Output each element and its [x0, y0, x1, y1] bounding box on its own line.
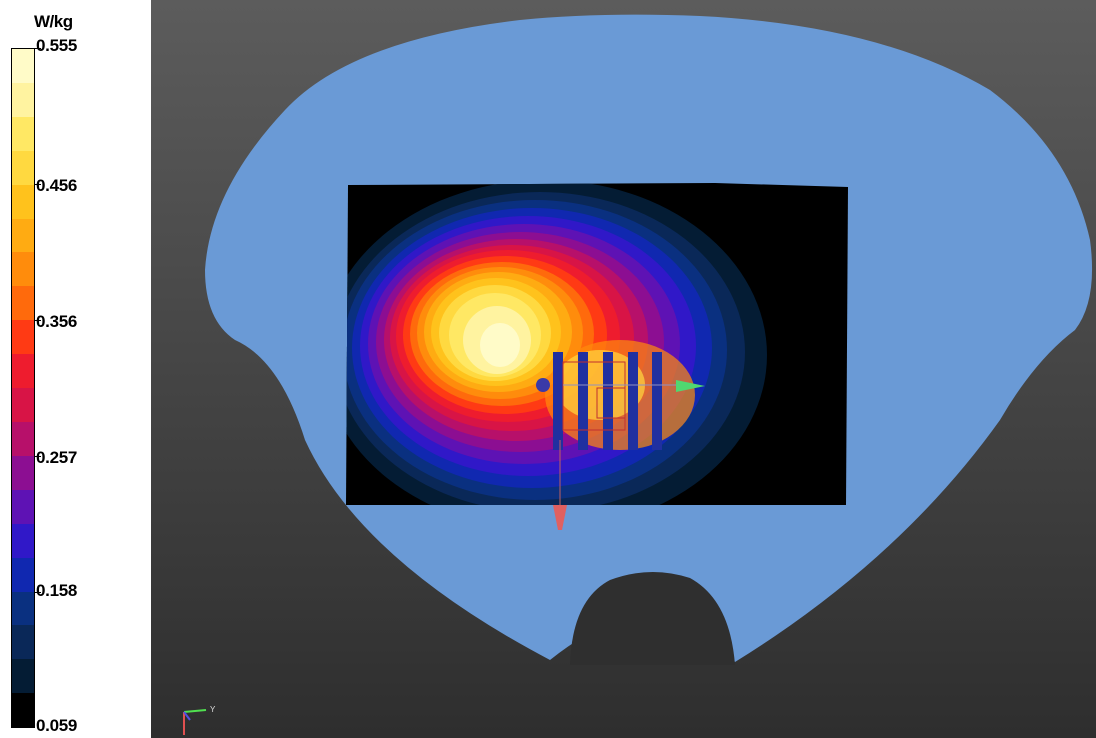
- colorbar-band: [12, 421, 34, 456]
- colorbar-band: [12, 455, 34, 490]
- 3d-viewport[interactable]: Y: [151, 0, 1096, 738]
- triad-label: Y: [210, 705, 216, 714]
- colorbar-band: [12, 184, 34, 219]
- sar-scene: Y: [183, 14, 1093, 735]
- legend-tick-5: 0.158: [36, 581, 78, 600]
- colorbar-band: [12, 116, 34, 151]
- colorbar-band: [12, 252, 34, 287]
- colorbar-band: [12, 82, 34, 117]
- colorbar-band: [12, 693, 34, 728]
- probe-axis-arrows: [536, 378, 705, 530]
- colorbar-band: [12, 150, 34, 185]
- colorbar-band: [12, 523, 34, 558]
- colorbar-band: [12, 218, 34, 253]
- legend-tick-4: 0.257: [36, 448, 78, 467]
- tick-mark-1: [35, 184, 41, 185]
- legend-tick-max: 0.555: [36, 36, 78, 55]
- legend-tick-2: 0.456: [36, 176, 78, 195]
- legend-unit-label: W/kg: [34, 12, 73, 31]
- color-legend: W/kg 0.555 0.456 0.356 0.257 0.158 0.059: [0, 0, 150, 738]
- colorbar-band: [12, 591, 34, 626]
- antenna-array: [553, 352, 680, 450]
- tick-mark-3: [35, 456, 41, 457]
- colorbar-band: [12, 625, 34, 660]
- colorbar-band: [12, 286, 34, 321]
- colorbar-band: [12, 489, 34, 524]
- colorbar-band: [12, 557, 34, 592]
- orientation-triad-icon: Y: [183, 705, 216, 735]
- legend-tick-min: 0.059: [36, 716, 78, 735]
- colorbar: [11, 48, 35, 728]
- colorbar-band: [12, 49, 34, 83]
- colorbar-band: [12, 320, 34, 355]
- tick-mark-0: [35, 48, 41, 49]
- tick-mark-4: [35, 592, 41, 593]
- colorbar-band: [12, 659, 34, 694]
- colorbar-band: [12, 354, 34, 389]
- legend-tick-3: 0.356: [36, 312, 78, 331]
- phantom-cutout: [570, 571, 735, 665]
- tick-mark-2: [35, 320, 41, 321]
- colorbar-band: [12, 388, 34, 422]
